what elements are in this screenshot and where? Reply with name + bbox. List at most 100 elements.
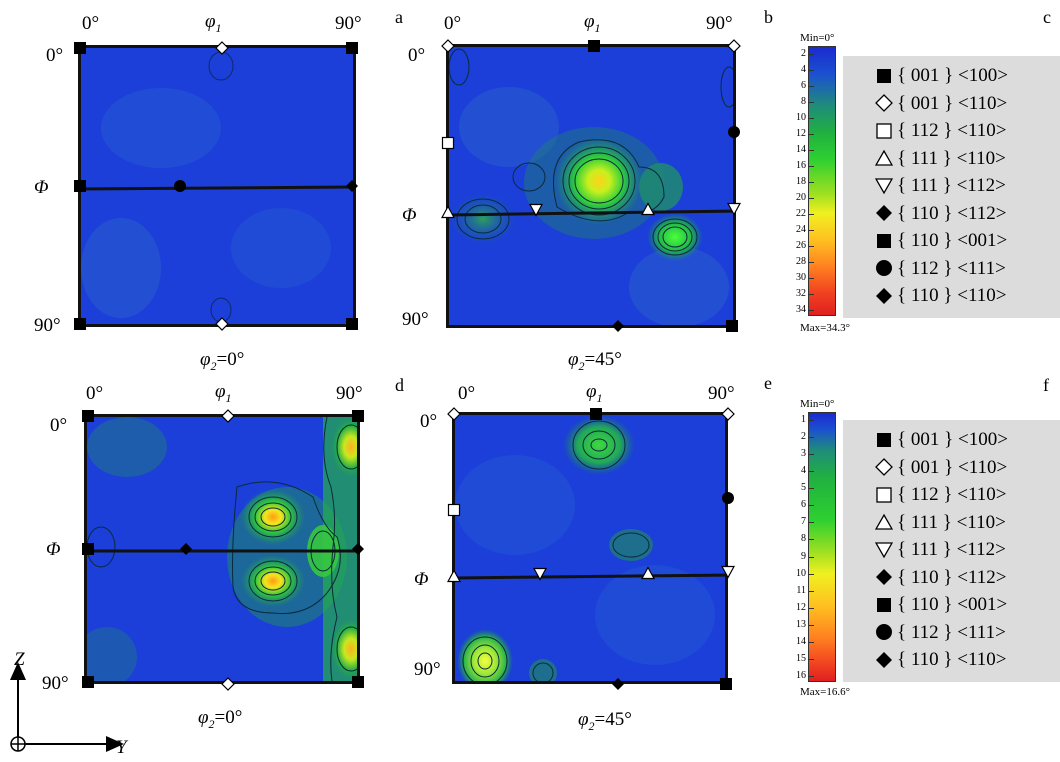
open-triangle-up-marker — [641, 566, 655, 580]
legend-item: { 110 } <001> — [875, 231, 1007, 250]
legend-item-label: { 110 } <110> — [897, 649, 1007, 670]
colorbar-tick-line — [808, 118, 814, 119]
legend-item: { 001 } <100> — [875, 66, 1008, 85]
open-diamond-icon — [875, 458, 893, 476]
legend-top: { 001 } <100> { 001 } <110> { 112 } <110> {… — [843, 56, 1060, 318]
colorbar-tick-label: 16 — [796, 670, 806, 681]
filled-square-icon — [877, 597, 891, 612]
filled-diamond-marker — [612, 320, 624, 332]
colorbar-tick-label: 8 — [801, 96, 806, 107]
colorbar-tick-line — [808, 134, 814, 135]
legend-item: { 110 } <110> — [875, 650, 1007, 669]
colorbar-tick-line — [808, 676, 814, 677]
filled-square-marker — [726, 320, 738, 332]
colorbar-tick-label: 4 — [801, 64, 806, 75]
open-diamond-marker — [221, 677, 235, 691]
legend-item-label: { 110 } <001> — [897, 230, 1008, 251]
Phi-label: Φ — [402, 205, 417, 226]
deg90-label: 90° — [414, 659, 441, 680]
legend-item: { 001 } <110> — [875, 458, 1007, 477]
deg0-label: 0° — [46, 45, 64, 66]
open-triangle-up-marker — [441, 205, 455, 219]
odf-section-bottom-middle — [452, 412, 728, 684]
open-diamond-marker — [215, 41, 229, 55]
legend-item-label: { 111 } <112> — [897, 539, 1006, 560]
legend-item-label: { 001 } <100> — [897, 429, 1008, 450]
colorbar-min-label: Min=0° — [800, 32, 835, 44]
filled-circle-marker — [174, 180, 186, 192]
colorbar-tick-line — [808, 658, 814, 660]
legend-item-label: { 112 } <110> — [897, 120, 1007, 141]
legend-item-label: { 112 } <111> — [897, 257, 1006, 279]
filled-diamond-icon — [876, 651, 892, 668]
colorbar-tick-line — [808, 86, 814, 87]
deg90-label: 90° — [402, 309, 429, 330]
legend-item-label: { 111 } <110> — [897, 511, 1006, 533]
legend-item-label: { 001 } <110> — [897, 456, 1008, 478]
colorbar-max-label: Max=34.3° — [800, 322, 851, 334]
filled-diamond-marker — [612, 678, 624, 690]
phi2-section-label: φ2=0° — [198, 707, 243, 731]
open-triangle-down-icon — [875, 541, 893, 558]
deg90-label: 90° — [336, 383, 363, 404]
Phi-label: Φ — [414, 569, 429, 590]
deg0-label: 0° — [408, 45, 426, 66]
colorbar-tick-line — [808, 454, 814, 456]
open-diamond-marker — [727, 39, 741, 53]
colorbar-tick-label: 12 — [796, 601, 806, 613]
panel-letter-b: b — [764, 7, 773, 27]
odf-contour-map — [81, 48, 353, 324]
deg0-label: 0° — [420, 411, 438, 432]
colorbar-top: 2 4 6 8 10 12 14 16 18 20 22 24 26 28 30 32 34 — [796, 46, 836, 316]
colorbar-min-label: Min=0° — [800, 398, 835, 410]
colorbar-tick-label: 30 — [796, 272, 806, 283]
legend-item-label: { 110 } <110> — [897, 285, 1007, 306]
odf-section-top-left — [78, 45, 356, 327]
colorbar-tick-line — [808, 70, 814, 71]
colorbar-tick-line — [808, 471, 814, 473]
colorbar-tick-line — [808, 522, 814, 524]
legend-item: { 001 } <110> — [875, 94, 1007, 113]
colorbar-tick-label: 13 — [796, 618, 806, 630]
legend-item: { 112 } <111> — [875, 623, 1006, 642]
open-triangle-up-icon — [875, 149, 893, 166]
legend-bottom: { 001 } <100> { 001 } <110> { 112 } <110> {… — [843, 420, 1060, 682]
legend-item: { 112 } <110> — [875, 485, 1007, 504]
filled-square-marker — [74, 318, 86, 330]
filled-square-marker — [82, 410, 94, 422]
colorbar-tick-label: 5 — [801, 482, 806, 494]
panel-letter-f: f — [1043, 375, 1049, 395]
filled-diamond-marker — [180, 543, 192, 555]
colorbar-tick-line — [808, 607, 814, 609]
colorbar-tick-label: 34 — [796, 304, 806, 315]
colorbar-tick-label: 24 — [796, 224, 806, 235]
filled-diamond-marker — [346, 180, 358, 192]
open-square-marker — [447, 503, 461, 517]
colorbar-tick-line — [808, 505, 814, 507]
colorbar-tick-line — [808, 556, 814, 558]
colorbar-tick-line — [808, 262, 814, 263]
deg90-label: 90° — [335, 13, 362, 34]
filled-diamond-icon — [876, 205, 892, 221]
legend-item-label: { 112 } <111> — [897, 621, 1006, 643]
colorbar-tick-line — [808, 573, 814, 575]
open-triangle-up-marker — [641, 202, 655, 216]
colorbar-tick-label: 20 — [796, 192, 806, 203]
deg0-label: 0° — [458, 383, 476, 404]
colorbar-tick-label: 18 — [796, 176, 806, 187]
open-diamond-marker — [215, 317, 229, 331]
colorbar-tick-line — [808, 54, 814, 55]
legend-item-label: { 111 } <110> — [897, 147, 1006, 169]
filled-square-icon — [877, 432, 891, 447]
odf-contour-map — [449, 47, 733, 325]
colorbar-tick-label: 2 — [801, 431, 806, 443]
legend-item: { 111 } <112> — [875, 540, 1006, 559]
phi1-label: φ1 — [205, 11, 222, 35]
colorbar-gradient — [808, 412, 836, 682]
deg90-label: 90° — [34, 315, 61, 336]
colorbar-tick-line — [808, 102, 814, 103]
phi1-label: φ1 — [586, 381, 603, 405]
colorbar-tick-label: 14 — [796, 635, 806, 647]
colorbar-bottom: 1 2 3 4 5 6 7 8 9 10 11 12 13 14 15 16 — [796, 412, 836, 682]
filled-diamond-marker — [352, 543, 364, 555]
